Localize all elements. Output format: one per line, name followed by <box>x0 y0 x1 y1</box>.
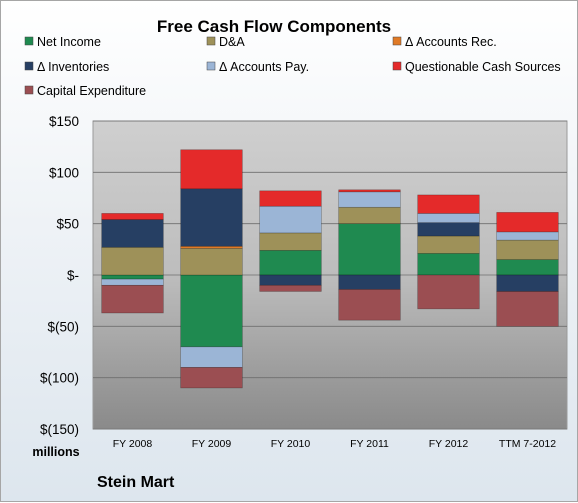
legend-label-accounts-pay: Δ Accounts Pay. <box>219 60 309 74</box>
bar-capital-expenditure-fy-2008 <box>101 284 164 314</box>
y-tick-label: $150 <box>49 114 79 129</box>
company-name: Stein Mart <box>97 474 175 491</box>
gridlines <box>93 120 567 430</box>
bar-questionable-cash-sources-fy-2010 <box>259 190 322 207</box>
bar-inventories-fy-2011 <box>338 274 401 290</box>
x-tick-label: FY 2008 <box>113 438 153 450</box>
bar-d-a-fy-2012 <box>417 235 480 254</box>
bar-capital-expenditure-fy-2009 <box>180 367 243 389</box>
legend-swatch-accounts-pay <box>206 61 216 71</box>
bar-capital-expenditure-fy-2011 <box>338 289 401 321</box>
y-tick-label: $100 <box>49 165 79 180</box>
bar-net-income-fy-2010 <box>259 250 322 276</box>
bar-inventories-fy-2010 <box>259 274 322 286</box>
chart-title: Free Cash Flow Components <box>157 17 391 36</box>
y-tick-label: $- <box>67 268 79 283</box>
bar-questionable-cash-sources-fy-2011 <box>338 189 401 193</box>
bar-inventories-fy-2012 <box>417 222 480 237</box>
bar-d-a-fy-2010 <box>259 232 322 251</box>
bar-net-income-fy-2008 <box>101 274 164 280</box>
units-label: millions <box>32 445 79 459</box>
legend-swatch-net-income <box>24 36 34 46</box>
bar-d-a-fy-2008 <box>101 246 164 276</box>
bar-questionable-cash-sources-fy-2008 <box>101 213 164 220</box>
bar-accounts-pay-fy-2010 <box>259 205 322 234</box>
bar-d-a-ttm-7-2012 <box>496 239 559 260</box>
bar-accounts-pay-fy-2011 <box>338 191 401 208</box>
bar-capital-expenditure-ttm-7-2012 <box>496 291 559 327</box>
bar-net-income-fy-2009 <box>180 274 243 348</box>
x-tick-label: FY 2010 <box>271 438 311 450</box>
bar-net-income-fy-2011 <box>338 223 401 276</box>
bar-accounts-pay-fy-2008 <box>101 278 164 286</box>
legend-label-accounts-rec: Δ Accounts Rec. <box>405 35 497 49</box>
legend-swatch-inventories <box>24 61 34 71</box>
legend-swatch-capital-expenditure <box>24 85 34 95</box>
bar-accounts-pay-fy-2012 <box>417 213 480 223</box>
legend-swatch-questionable-cash-sources <box>392 61 402 71</box>
legend-label-capital-expenditure: Capital Expenditure <box>37 84 146 98</box>
legend: Net Income D&A Δ Accounts Rec. Δ Inventorie… <box>24 35 561 98</box>
legend-swatch-accounts-rec <box>392 36 402 46</box>
bar-capital-expenditure-fy-2010 <box>259 284 322 292</box>
bar-questionable-cash-sources-fy-2012 <box>417 194 480 214</box>
bar-questionable-cash-sources-fy-2009 <box>180 149 243 190</box>
legend-label-d-a: D&A <box>219 35 245 49</box>
x-axis-ticks: FY 2008 FY 2009 FY 2010 FY 2011 FY 2012 TTM 7… <box>113 438 557 450</box>
bar-accounts-pay-fy-2009 <box>180 346 243 368</box>
y-axis-ticks: $150 $100 $50 $- $(50) $(100) $(150) <box>40 114 79 437</box>
x-tick-label: FY 2009 <box>192 438 232 450</box>
bar-accounts-pay-ttm-7-2012 <box>496 231 559 241</box>
x-tick-label: TTM 7-2012 <box>499 438 556 450</box>
bar-d-a-fy-2011 <box>338 206 401 224</box>
legend-swatch-d-a <box>206 36 216 46</box>
y-tick-label: $(100) <box>40 371 79 386</box>
y-tick-label: $(150) <box>40 422 79 437</box>
bar-inventories-ttm-7-2012 <box>496 274 559 292</box>
bar-questionable-cash-sources-ttm-7-2012 <box>496 212 559 233</box>
y-tick-label: $(50) <box>47 319 79 334</box>
legend-label-inventories: Δ Inventories <box>37 60 109 74</box>
y-tick-label: $50 <box>56 217 79 232</box>
bar-d-a-fy-2009 <box>180 248 243 276</box>
bar-inventories-fy-2009 <box>180 188 243 247</box>
bar-accounts-rec-fy-2009 <box>180 245 243 249</box>
x-tick-label: FY 2012 <box>429 438 469 450</box>
bar-capital-expenditure-fy-2012 <box>417 274 480 310</box>
bar-inventories-fy-2008 <box>101 219 164 248</box>
bar-net-income-fy-2012 <box>417 253 480 276</box>
bar-segments <box>101 149 559 389</box>
legend-label-questionable-cash-sources: Questionable Cash Sources <box>405 60 561 74</box>
x-tick-label: FY 2011 <box>350 438 389 450</box>
bar-net-income-ttm-7-2012 <box>496 259 559 276</box>
legend-label-net-income: Net Income <box>37 35 101 49</box>
